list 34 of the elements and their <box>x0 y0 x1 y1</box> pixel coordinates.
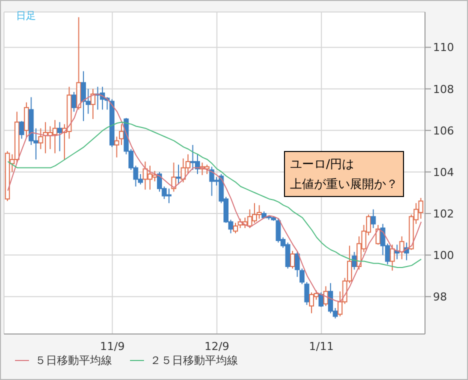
candlestick <box>309 292 314 314</box>
candlestick <box>318 292 324 308</box>
annotation: ユーロ/円は <box>290 156 356 173</box>
y-tick-label: 102 <box>433 207 454 220</box>
legend-label: ５日移動平均線 <box>35 353 112 368</box>
candlestick <box>90 88 96 120</box>
candlestick <box>19 120 24 140</box>
annotation: 日足 <box>16 10 36 23</box>
y-tick-label: 106 <box>433 124 454 138</box>
y-tick-label: 100 <box>433 248 454 262</box>
x-tick-label: 1/11 <box>309 340 334 353</box>
candlestick <box>304 282 310 306</box>
candlestick <box>370 208 376 229</box>
candlestick <box>171 162 176 192</box>
y-tick-label: 98 <box>433 290 447 304</box>
candlestick <box>290 250 296 270</box>
y-tick-label: 104 <box>433 166 454 179</box>
y-tick-label: 108 <box>433 82 454 96</box>
candlestick <box>71 91 76 112</box>
legend-label: ２５日移動平均線 <box>150 353 238 368</box>
candlestick <box>399 236 404 260</box>
candlestick <box>24 102 29 138</box>
x-tick-label: 12/9 <box>204 340 230 353</box>
candlestick <box>114 136 120 158</box>
candlestick <box>57 122 62 152</box>
line-series <box>7 122 422 268</box>
candlestick <box>233 222 238 234</box>
candlestick <box>176 164 181 185</box>
annotation: 上値が重い展開か？ <box>290 176 398 193</box>
candlestick <box>376 224 381 246</box>
x-tick-label: 11/9 <box>100 340 125 353</box>
candlestick <box>390 244 395 272</box>
y-tick-label: 110 <box>433 41 454 54</box>
candlestick <box>38 128 44 150</box>
